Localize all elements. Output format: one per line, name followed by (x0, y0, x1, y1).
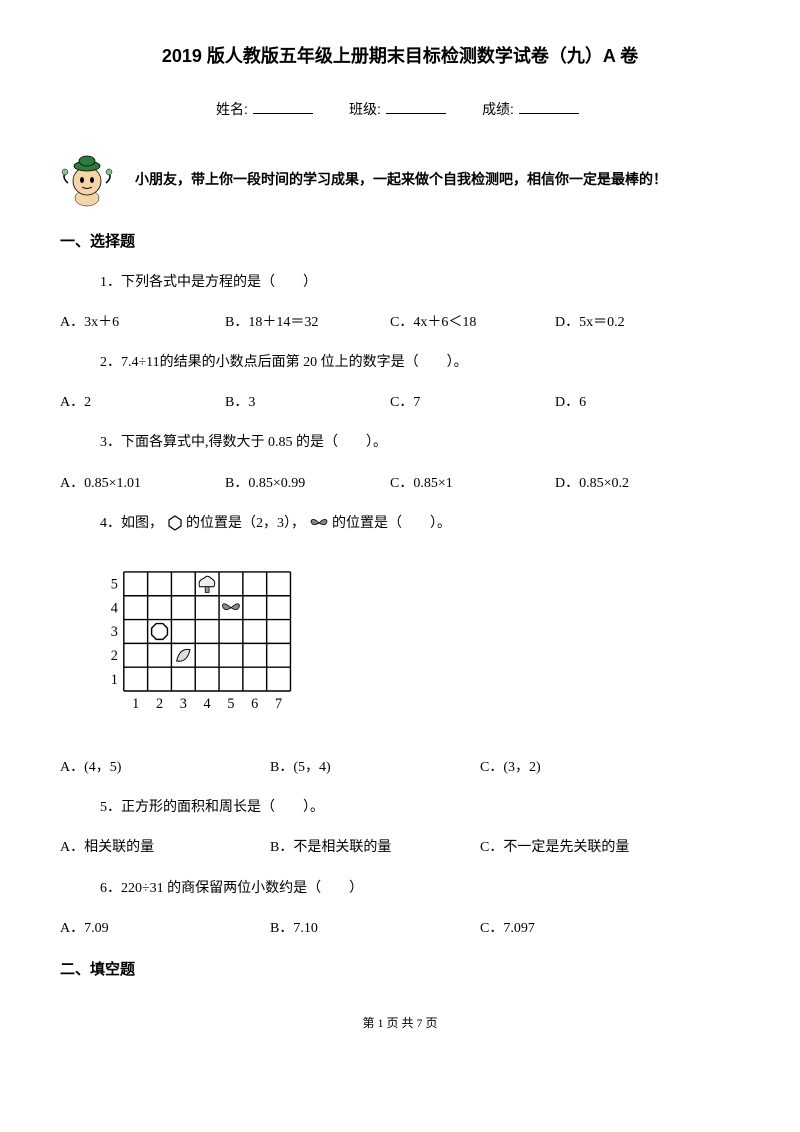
q5-option-a: A．相关联的量 (60, 835, 270, 860)
q6-option-c: C．7.097 (480, 916, 690, 941)
svg-text:4: 4 (204, 696, 211, 712)
q4-prefix: 4．如图， (100, 516, 163, 531)
svg-text:4: 4 (111, 600, 118, 616)
svg-text:7: 7 (275, 696, 282, 712)
q1-option-d: D．5x＝0.2 (555, 310, 720, 335)
question-4: 4．如图， 的位置是（2，3）， 的位置是（ ）。 (100, 511, 740, 536)
class-label: 班级: (349, 101, 381, 117)
q2-expr: 7.4÷11 (121, 355, 160, 370)
question-2-options: A．2 B．3 C．7 D．6 (60, 390, 740, 415)
q2-prefix: 2． (100, 355, 121, 370)
question-5: 5．正方形的面积和周长是（ ）。 (100, 795, 740, 820)
svg-text:6: 6 (251, 696, 258, 712)
section-2-heading: 二、填空题 (60, 956, 740, 983)
exam-title: 2019 版人教版五年级上册期末目标检测数学试卷（九）A 卷 (60, 40, 740, 72)
svg-text:5: 5 (111, 577, 118, 593)
q2-option-b: B．3 (225, 390, 390, 415)
q3-option-b: B．0.85×0.99 (225, 471, 390, 496)
q6-option-b: B．7.10 (270, 916, 480, 941)
question-3: 3．下面各算式中,得数大于 0.85 的是（ ）。 (100, 430, 740, 455)
question-6: 6．220÷31 的商保留两位小数约是（ ） (100, 876, 740, 901)
info-line: 姓名: 班级: 成绩: (60, 97, 740, 122)
q4-mid: 的位置是（2，3）， (186, 516, 305, 531)
q3-option-a: A．0.85×1.01 (60, 471, 225, 496)
svg-text:3: 3 (111, 624, 118, 640)
name-blank[interactable] (253, 113, 313, 114)
q5-option-b: B．不是相关联的量 (270, 835, 480, 860)
svg-text:3: 3 (180, 696, 187, 712)
question-6-options: A．7.09 B．7.10 C．7.097 (60, 916, 740, 941)
q2-option-a: A．2 (60, 390, 225, 415)
intro-text: 小朋友，带上你一段时间的学习成果，一起来做个自我检测吧，相信你一定是最棒的！ (135, 167, 667, 192)
q6-option-a: A．7.09 (60, 916, 270, 941)
page-footer: 第 1 页 共 7 页 (60, 1013, 740, 1035)
q5-option-c: C．不一定是先关联的量 (480, 835, 690, 860)
q2-option-d: D．6 (555, 390, 720, 415)
question-2: 2．7.4÷11的结果的小数点后面第 20 位上的数字是（ ）。 (100, 350, 740, 375)
q2-option-c: C．7 (390, 390, 555, 415)
q3-option-c: C．0.85×1 (390, 471, 555, 496)
name-label: 姓名: (216, 101, 248, 117)
svg-text:1: 1 (111, 672, 118, 688)
svg-text:2: 2 (156, 696, 163, 712)
question-3-options: A．0.85×1.01 B．0.85×0.99 C．0.85×1 D．0.85×… (60, 471, 740, 496)
q4-option-b: B．(5，4) (270, 755, 480, 780)
question-1-options: A．3x＋6 B．18＋14＝32 C．4x＋6＜18 D．5x＝0.2 (60, 310, 740, 335)
q4-option-c: C．(3，2) (480, 755, 690, 780)
q4-suffix: 的位置是（ ）。 (332, 516, 451, 531)
class-blank[interactable] (386, 113, 446, 114)
q1-option-b: B．18＋14＝32 (225, 310, 390, 335)
question-1: 1．下列各式中是方程的是（ ） (100, 270, 740, 295)
section-1-heading: 一、选择题 (60, 228, 740, 255)
q4-option-a: A．(4，5) (60, 755, 270, 780)
question-4-options: A．(4，5) B．(5，4) C．(3，2) (60, 755, 740, 780)
q1-option-a: A．3x＋6 (60, 310, 225, 335)
q3-option-d: D．0.85×0.2 (555, 471, 720, 496)
svg-text:1: 1 (132, 696, 139, 712)
butterfly-icon (309, 515, 329, 531)
question-5-options: A．相关联的量 B．不是相关联的量 C．不一定是先关联的量 (60, 835, 740, 860)
intro-row: 小朋友，带上你一段时间的学习成果，一起来做个自我检测吧，相信你一定是最棒的！ (60, 153, 740, 208)
q1-option-c: C．4x＋6＜18 (390, 310, 555, 335)
score-blank[interactable] (519, 113, 579, 114)
grid-diagram: 543211234567 (100, 561, 300, 721)
score-label: 成绩: (482, 101, 514, 117)
hexagon-icon (167, 515, 183, 531)
svg-text:5: 5 (227, 696, 234, 712)
q2-suffix: 的结果的小数点后面第 20 位上的数字是（ ）。 (160, 355, 468, 370)
svg-text:2: 2 (111, 648, 118, 664)
mascot-icon (60, 153, 115, 208)
